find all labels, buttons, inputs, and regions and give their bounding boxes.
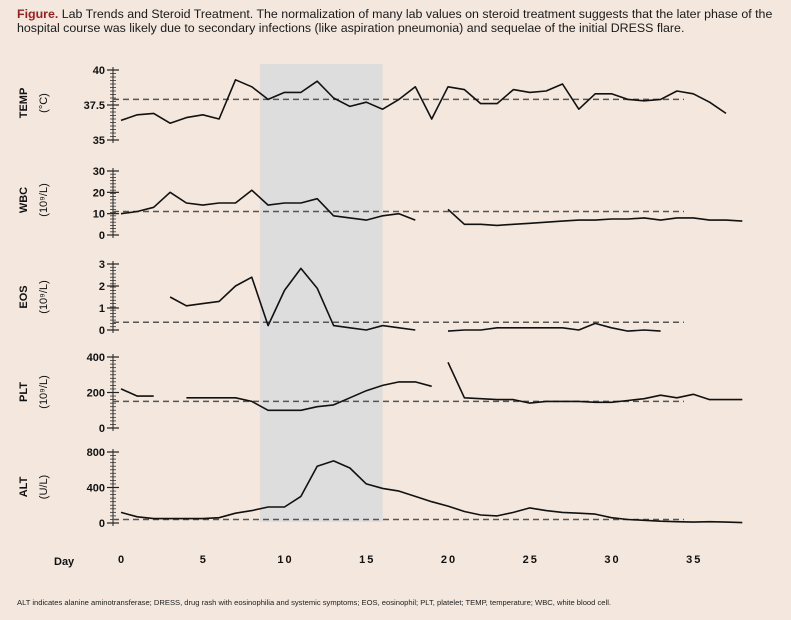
temp-series-line — [120, 79, 727, 124]
wbc-tick-label: 20 — [93, 187, 105, 199]
x-axis-label: Day — [54, 556, 75, 568]
temp-panel-label: TEMP — [18, 88, 30, 119]
x-tick-label: 5 — [200, 554, 208, 566]
eos-tick-label: 2 — [99, 281, 105, 293]
alt-series-line — [120, 460, 743, 524]
x-tick-label: 15 — [359, 554, 375, 566]
figure-caption: Figure. Lab Trends and Steroid Treatment… — [17, 7, 787, 35]
wbc-series-line — [120, 189, 416, 221]
plt-series-line — [120, 388, 154, 397]
eos-tick-label: 1 — [99, 303, 105, 315]
alt-panel-unit: (U/L) — [38, 475, 50, 499]
x-tick-label: 35 — [686, 554, 702, 566]
eos-panel-unit: (10⁹/L) — [38, 280, 50, 313]
x-tick-label: 20 — [441, 554, 457, 566]
alt-tick-label: 400 — [87, 483, 105, 495]
wbc-panel-label: WBC — [18, 187, 30, 213]
eos-series-line — [447, 322, 661, 332]
temp-tick-label: 35 — [93, 135, 105, 147]
figure-label: Figure. — [17, 7, 59, 21]
x-tick-label: 0 — [118, 554, 126, 566]
steroid-period-shade — [259, 64, 383, 522]
wbc-tick-label: 30 — [93, 166, 105, 178]
alt-tick-label: 0 — [99, 518, 105, 530]
plt-panel-label: PLT — [18, 382, 30, 402]
wbc-series-line — [447, 208, 743, 227]
wbc-tick-label: 10 — [93, 209, 105, 221]
eos-panel-label: EOS — [18, 285, 30, 308]
plt-tick-label: 400 — [87, 352, 105, 364]
plt-panel-unit: (10⁹/L) — [38, 375, 50, 408]
temp-tick-label: 40 — [93, 65, 105, 77]
eos-tick-label: 3 — [99, 259, 105, 271]
eos-tick-label: 0 — [99, 325, 105, 337]
plt-tick-label: 200 — [87, 388, 105, 400]
plt-series-line — [186, 381, 432, 412]
wbc-tick-label: 0 — [99, 230, 105, 242]
wbc-panel-unit: (10⁹/L) — [38, 183, 50, 216]
x-tick-label: 30 — [604, 554, 620, 566]
alt-panel-label: ALT — [18, 476, 30, 497]
alt-tick-label: 800 — [87, 447, 105, 459]
plt-tick-label: 0 — [99, 423, 105, 435]
temp-tick-label: 37.5 — [84, 100, 105, 112]
eos-series-line — [169, 267, 416, 331]
plt-series-line — [447, 361, 743, 404]
caption-text: Lab Trends and Steroid Treatment. The no… — [17, 7, 773, 35]
temp-panel-unit: (°C) — [38, 93, 50, 113]
footnote: ALT indicates alanine aminotransferase; … — [17, 598, 611, 607]
x-tick-label: 25 — [523, 554, 539, 566]
x-tick-label: 10 — [277, 554, 293, 566]
